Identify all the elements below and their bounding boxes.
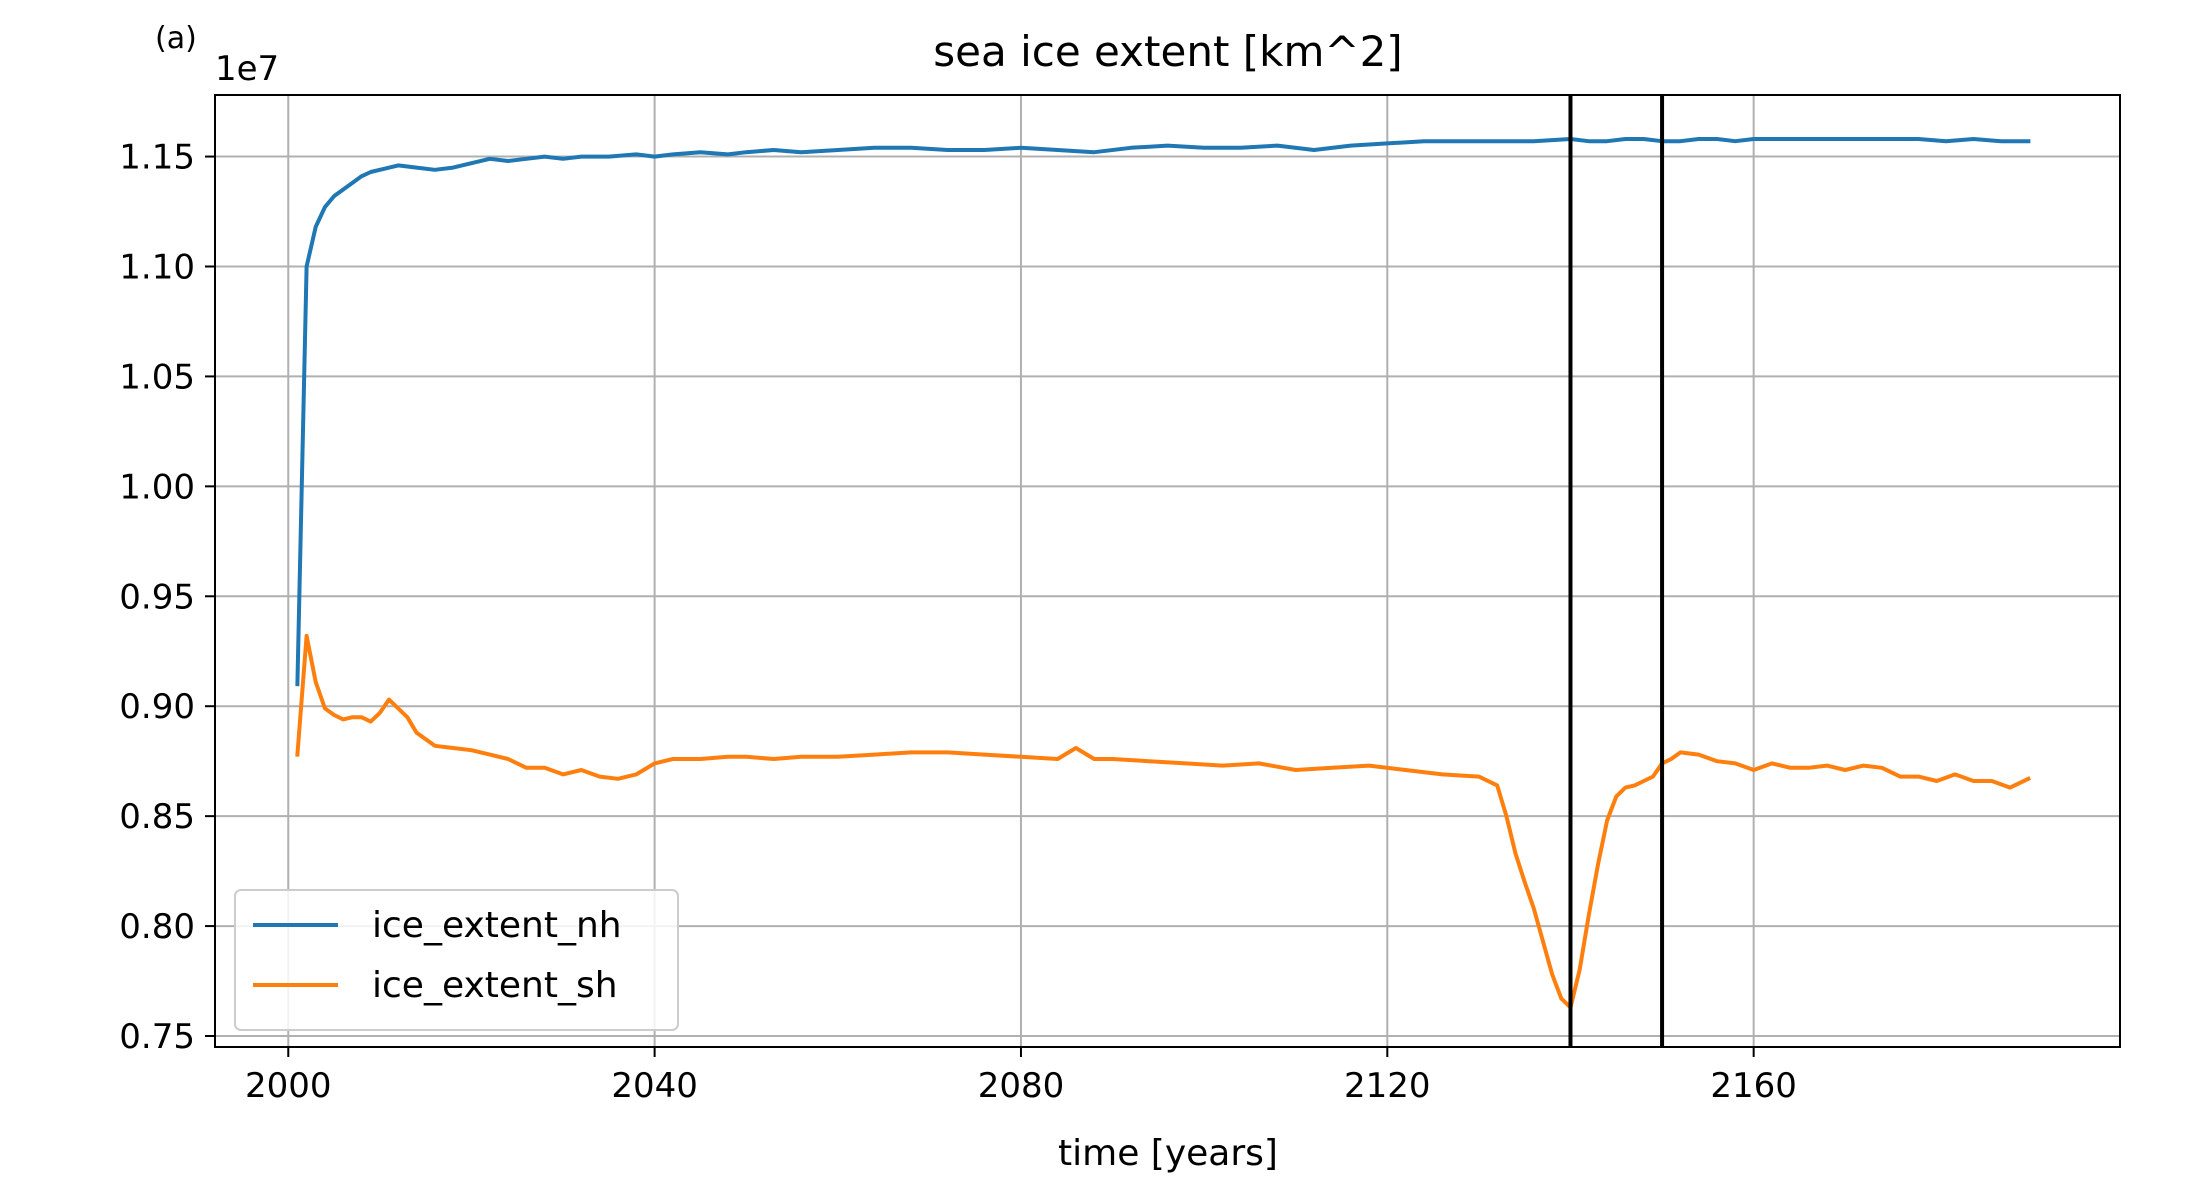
- legend-box: [234, 889, 679, 1031]
- y-tick-label: 1.05: [119, 357, 195, 397]
- y-offset-label: 1e7: [215, 49, 279, 89]
- legend-label-sh: ice_extent_sh: [372, 965, 618, 1006]
- x-tick-label: 2160: [1710, 1066, 1797, 1106]
- y-tick-label: 0.95: [119, 577, 195, 617]
- x-tick-label: 2040: [611, 1066, 698, 1106]
- y-tick-label: 1.15: [119, 138, 195, 178]
- x-tick-label: 2120: [1344, 1066, 1431, 1106]
- axis-ticks: 2000 2040 2080 2120 2160 0.75 0.80 0.85 0.90 0.95…: [119, 138, 1797, 1106]
- y-tick-label: 0.80: [119, 907, 195, 947]
- x-axis-label: time [years]: [1058, 1133, 1278, 1174]
- series-line-ice_extent_sh: [295, 633, 2032, 1010]
- legend-label-nh: ice_extent_nh: [372, 905, 622, 946]
- chart-title: sea ice extent [km^2]: [933, 27, 1402, 76]
- x-tick-label: 2080: [978, 1066, 1065, 1106]
- y-tick-label: 0.85: [119, 797, 195, 837]
- y-tick-label: 0.75: [119, 1017, 195, 1057]
- vertical-markers: [1568, 95, 1665, 1047]
- y-tick-label: 1.10: [119, 247, 195, 287]
- y-tick-label: 1.00: [119, 467, 195, 507]
- series-line-ice_extent_nh: [295, 137, 2031, 687]
- legend: ice_extent_nh ice_extent_sh: [234, 889, 679, 1031]
- y-tick-label: 0.90: [119, 687, 195, 727]
- x-tick-label: 2000: [245, 1066, 332, 1106]
- panel-label: (a): [155, 21, 197, 56]
- series-lines: [295, 137, 2032, 1010]
- plot-frame: [214, 94, 2121, 1048]
- gridlines: [215, 95, 2120, 1047]
